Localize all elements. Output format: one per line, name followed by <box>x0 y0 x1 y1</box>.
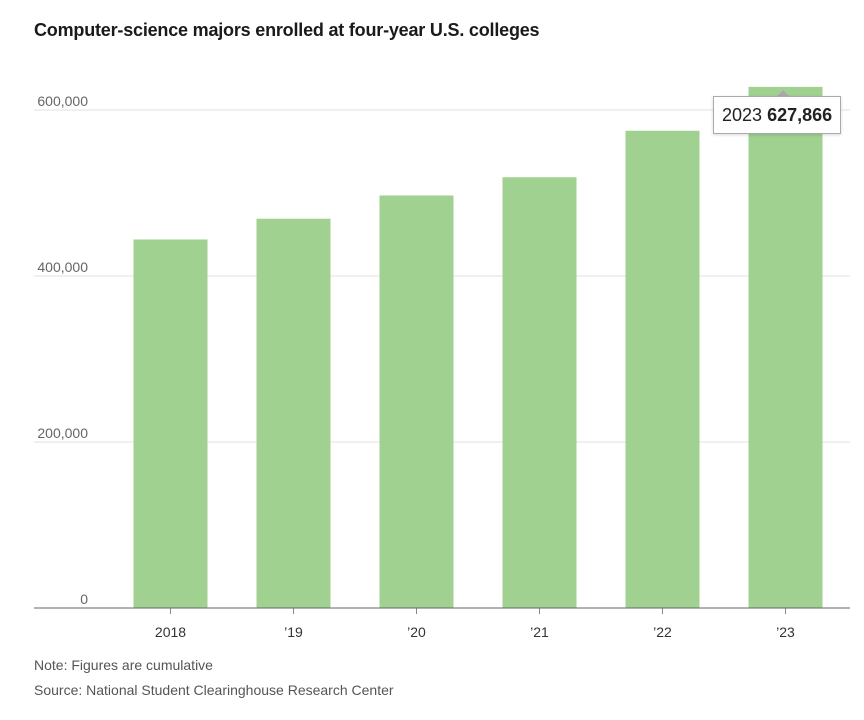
bar[interactable] <box>379 195 454 609</box>
x-tick-label: ’20 <box>407 624 426 640</box>
y-axis: 0 200,000 400,000 600,000 <box>37 93 88 607</box>
bar[interactable] <box>256 218 331 609</box>
x-axis: 2018 ’19 ’20 ’21 ’22 ’23 <box>155 608 795 640</box>
chart-title: Computer-science majors enrolled at four… <box>34 20 540 40</box>
bar[interactable] <box>625 130 700 608</box>
y-tick-label: 600,000 <box>37 93 88 109</box>
chart-note: Note: Figures are cumulative <box>34 657 213 673</box>
x-tick-label: 2018 <box>155 624 186 640</box>
y-tick-label: 200,000 <box>37 425 88 441</box>
chart-source: Source: National Student Clearinghouse R… <box>34 682 394 698</box>
tooltip-value: 627,866 <box>767 105 833 125</box>
bar[interactable] <box>748 86 823 609</box>
tooltip: 2023 627,866 <box>713 96 842 134</box>
x-tick-label: ’22 <box>653 624 672 640</box>
bars <box>133 86 823 609</box>
x-tick-label: ’19 <box>284 624 303 640</box>
x-tick-label: ’21 <box>530 624 549 640</box>
tooltip-year: 2023 <box>722 105 763 125</box>
bar[interactable] <box>133 239 208 609</box>
y-tick-label: 400,000 <box>37 259 88 275</box>
bar[interactable] <box>502 177 577 609</box>
tooltip-arrow <box>777 90 789 96</box>
y-tick-label: 0 <box>80 591 88 607</box>
x-tick-label: ’23 <box>776 624 795 640</box>
